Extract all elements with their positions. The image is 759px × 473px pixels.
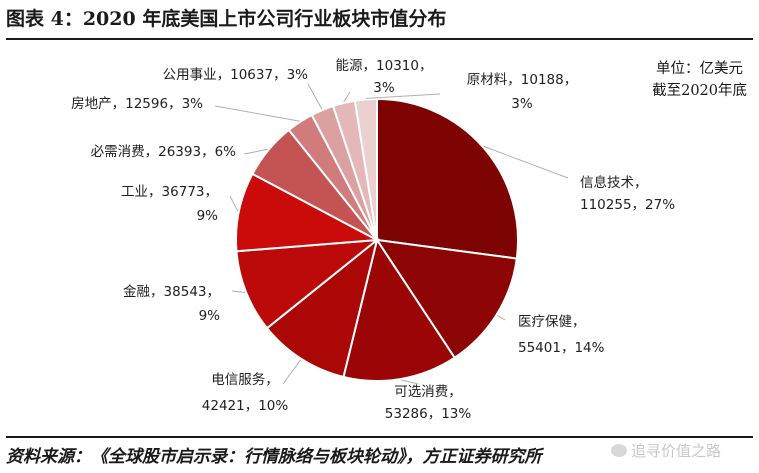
bottom-rule (6, 436, 753, 438)
pie-slice-11 (353, 97, 378, 241)
pie-slice-1 (376, 97, 519, 260)
slice-label-value-4: 42421，10% (202, 398, 289, 414)
slice-label-value-1: 110255，27% (580, 197, 675, 213)
leader-line-6 (229, 195, 239, 212)
pie-slice-4 (265, 237, 379, 379)
pie-slice-3 (342, 237, 457, 382)
pie-slice-2 (374, 238, 518, 360)
leader-line-9 (307, 83, 323, 110)
slice-label-name-6: 工业，36773， (121, 184, 218, 200)
slice-label-9: 公用事业，10637，3% (163, 67, 309, 83)
unit-note-unit: 单位：亿美元 (656, 61, 744, 77)
slice-label-value-10: 3% (373, 80, 395, 96)
leader-line-3 (401, 379, 419, 385)
watermark-text: 追寻价值之路 (630, 442, 721, 460)
unit-note: 单位：亿美元 截至2020年底 (652, 58, 747, 102)
slice-label-value-11: 3% (511, 96, 533, 112)
slice-label-name-3: 可选消费， (394, 384, 462, 400)
slice-label-name-1: 信息技术， (580, 174, 648, 191)
pie-slice-5 (235, 238, 381, 330)
leader-line-2 (497, 314, 506, 321)
watermark: 追寻价值之路 (610, 440, 721, 461)
leader-line-1 (483, 145, 569, 179)
slice-label-name-5: 金融，38543， (123, 284, 220, 300)
leader-line-7 (243, 148, 268, 155)
slice-label-name-2: 医疗保健， (518, 314, 586, 330)
leader-line-8 (214, 105, 300, 122)
leader-line-5 (231, 290, 246, 293)
slice-label-value-6: 9% (197, 208, 219, 224)
leader-line-4 (282, 359, 302, 385)
figure-title: 图表 4：2020 年底美国上市公司行业板块市值分布 (6, 8, 447, 30)
wechat-icon (610, 444, 627, 457)
slice-label-name-10: 能源，10310， (336, 58, 433, 74)
leader-line-10 (343, 91, 351, 103)
slice-label-value-5: 9% (199, 308, 221, 324)
unit-note-date: 截至2020年底 (652, 83, 747, 99)
pie-slice-6 (235, 172, 381, 253)
slice-label-7: 必需消费，26393，6% (91, 144, 237, 160)
source-note: 资料来源：《全球股市启示录：行情脉络与板块轮动》，方正证券研究所 (6, 447, 542, 467)
slice-label-name-4: 电信服务， (211, 372, 279, 388)
slice-label-value-3: 53286，13% (385, 406, 472, 422)
slice-label-name-11: 原材料，10188， (467, 72, 577, 88)
slice-label-value-2: 55401，14% (518, 340, 605, 356)
top-rule (6, 38, 753, 40)
slice-label-8: 房地产，12596，3% (71, 96, 203, 112)
leader-line-11 (365, 93, 441, 99)
